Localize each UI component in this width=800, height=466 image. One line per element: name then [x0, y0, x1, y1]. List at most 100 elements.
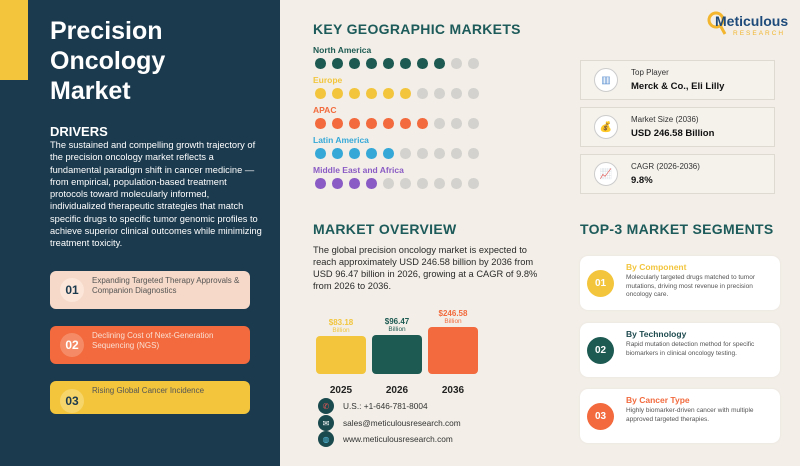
page-title: Precision Oncology Market	[50, 17, 166, 105]
filled-dot	[315, 88, 326, 99]
unit-text: Billion	[388, 326, 406, 333]
region-label: Latin America	[313, 135, 369, 145]
key-stat-card: ▥ Top Player Merck & Co., Eli Lilly	[580, 60, 775, 100]
empty-dot	[468, 58, 479, 69]
driver-label: Expanding Targeted Therapy Approvals & C…	[92, 276, 240, 295]
year-label: 2036	[441, 385, 465, 396]
driver-card: 03 Rising Global Cancer Incidence	[50, 381, 250, 414]
region-rating-dots	[315, 148, 479, 159]
empty-dot	[434, 118, 445, 129]
bar-2036	[428, 327, 478, 374]
empty-dot	[451, 148, 462, 159]
bar-2025	[316, 336, 366, 374]
empty-dot	[434, 178, 445, 189]
empty-dot	[400, 148, 411, 159]
driver-card: 01 Expanding Targeted Therapy Approvals …	[50, 271, 250, 309]
empty-dot	[451, 178, 462, 189]
filled-dot	[366, 58, 377, 69]
phone-text: U.S.: +1-646-781-8004	[343, 401, 428, 411]
filled-dot	[315, 178, 326, 189]
filled-dot	[366, 148, 377, 159]
bar-value-label: $246.58 Billion	[423, 310, 483, 326]
region-rating-dots	[315, 118, 479, 129]
region-rating-dots	[315, 178, 479, 189]
driver-label: Declining Cost of Next-Generation Sequen…	[92, 331, 214, 350]
empty-dot	[434, 148, 445, 159]
unit-text: Billion	[444, 318, 462, 325]
empty-dot	[400, 178, 411, 189]
region-rating-dots	[315, 58, 479, 69]
bar-2026	[372, 335, 422, 374]
empty-dot	[468, 118, 479, 129]
empty-dot	[417, 178, 428, 189]
filled-dot	[366, 88, 377, 99]
filled-dot	[332, 148, 343, 159]
driver-label: Rising Global Cancer Incidence	[92, 386, 205, 395]
contact-email[interactable]: ✉ sales@meticulousresearch.com	[318, 415, 461, 431]
segment-card: 03 By Cancer Type Highly biomarker-driven …	[580, 389, 780, 443]
segment-number: 01	[587, 270, 614, 297]
bar-value-label: $96.47 Billion	[367, 318, 427, 334]
filled-dot	[315, 118, 326, 129]
bar-value-label: $83.18 Billion	[311, 319, 371, 335]
accent-block	[0, 0, 28, 80]
filled-dot	[315, 148, 326, 159]
filled-dot	[349, 178, 360, 189]
segments-heading: TOP-3 MARKET SEGMENTS	[580, 221, 774, 237]
filled-dot	[400, 118, 411, 129]
segment-title: By Technology	[626, 329, 687, 339]
money-bag-icon: 💰	[594, 115, 618, 139]
segment-title: By Component	[626, 262, 687, 272]
filled-dot	[332, 178, 343, 189]
phone-icon: ✆	[318, 398, 334, 414]
segment-description: Molecularly targeted drugs matched to tu…	[626, 274, 755, 298]
overview-heading: MARKET OVERVIEW	[313, 221, 457, 237]
empty-dot	[451, 58, 462, 69]
driver-number: 01	[60, 278, 84, 302]
filled-dot	[434, 58, 445, 69]
filled-dot	[366, 178, 377, 189]
filled-dot	[417, 118, 428, 129]
segment-description: Highly biomarker-driven cancer with mult…	[626, 407, 754, 423]
filled-dot	[349, 58, 360, 69]
empty-dot	[468, 148, 479, 159]
email-icon: ✉	[318, 415, 334, 431]
filled-dot	[349, 88, 360, 99]
filled-dot	[315, 58, 326, 69]
empty-dot	[417, 88, 428, 99]
segment-number: 02	[587, 337, 614, 364]
filled-dot	[400, 88, 411, 99]
region-rating-dots	[315, 88, 479, 99]
stat-label: Top Player	[631, 68, 669, 77]
segment-card: 02 By Technology Rapid mutation detection …	[580, 323, 780, 377]
svg-text:Meticulous: Meticulous	[715, 13, 788, 29]
website-text: www.meticulousresearch.com	[343, 434, 453, 444]
meticulous-research-logo: Meticulous RESEARCH	[707, 11, 788, 37]
key-stat-card: 📈 CAGR (2026-2036) 9.8%	[580, 154, 775, 194]
stat-value: 9.8%	[631, 175, 653, 186]
unit-text: Billion	[332, 327, 350, 334]
stat-label: CAGR (2026-2036)	[631, 162, 700, 171]
contact-phone[interactable]: ✆ U.S.: +1-646-781-8004	[318, 398, 428, 414]
drivers-text: The sustained and compelling growth traj…	[50, 140, 262, 249]
filled-dot	[332, 118, 343, 129]
filled-dot	[349, 118, 360, 129]
filled-dot	[332, 88, 343, 99]
empty-dot	[434, 88, 445, 99]
region-label: Europe	[313, 75, 343, 85]
filled-dot	[383, 58, 394, 69]
segment-card: 01 By Component Molecularly targeted drugs…	[580, 256, 780, 310]
filled-dot	[383, 118, 394, 129]
value-text: $246.58	[438, 309, 468, 318]
value-text: $96.47	[384, 317, 410, 326]
filled-dot	[349, 148, 360, 159]
filled-dot	[417, 58, 428, 69]
geo-heading: KEY GEOGRAPHIC MARKETS	[313, 21, 521, 37]
contact-website[interactable]: ◍ www.meticulousresearch.com	[318, 431, 453, 447]
svg-text:RESEARCH: RESEARCH	[733, 30, 785, 37]
trend-chart-icon: 📈	[594, 162, 618, 186]
bar-chart-icon: ▥	[594, 68, 618, 92]
stat-label: Market Size (2036)	[631, 115, 699, 124]
filled-dot	[400, 58, 411, 69]
segment-number: 03	[587, 403, 614, 430]
